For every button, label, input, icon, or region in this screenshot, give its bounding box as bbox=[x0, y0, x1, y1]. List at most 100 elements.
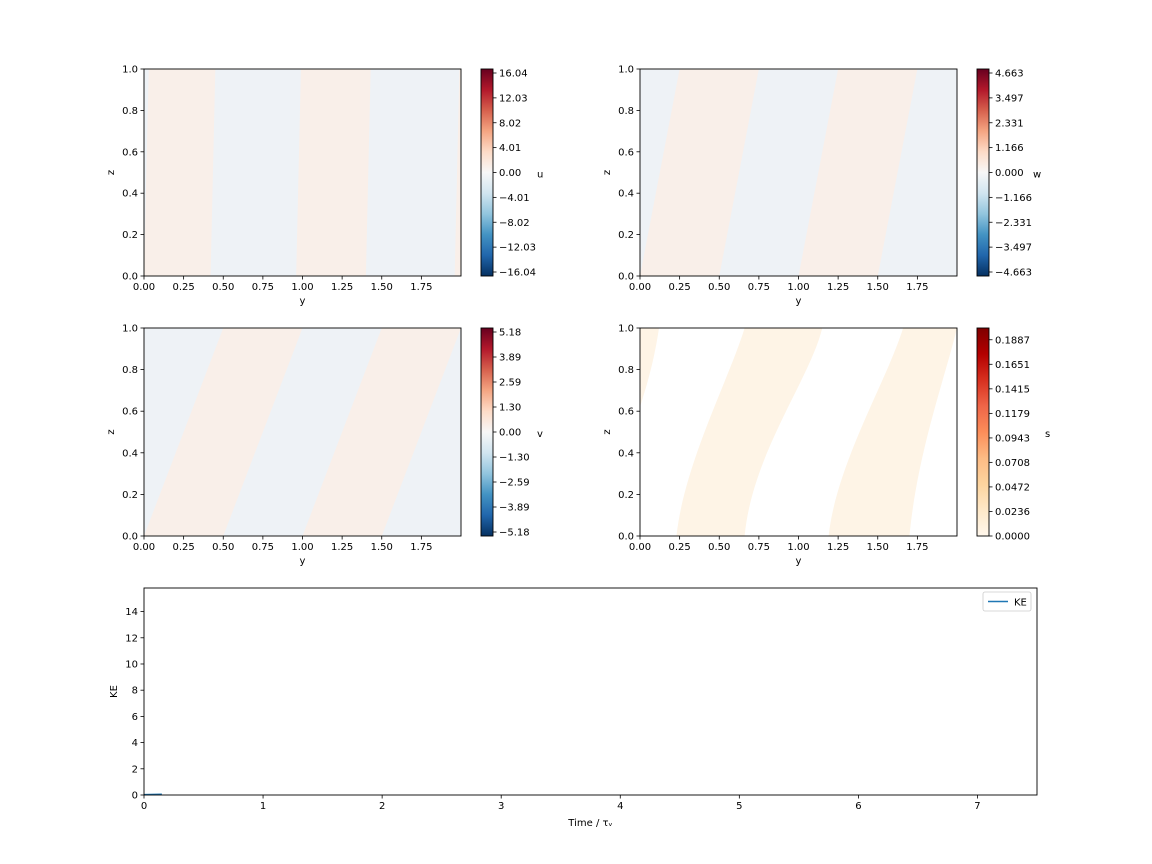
y-tick-label: 2 bbox=[132, 764, 138, 775]
u-positive-band bbox=[144, 69, 216, 276]
x-tick-label: 0.00 bbox=[133, 282, 155, 293]
u-positive-band bbox=[454, 69, 461, 276]
x-tick-label: 1.25 bbox=[331, 282, 353, 293]
x-tick-label: 4 bbox=[617, 801, 623, 812]
v-positive-band bbox=[0, 328, 144, 536]
y-tick-label: 0.4 bbox=[122, 189, 138, 200]
y-tick-label: 6 bbox=[132, 712, 138, 723]
x-tick-label: 0.75 bbox=[748, 542, 770, 553]
x-tick-label: 0.75 bbox=[252, 542, 274, 553]
s-corner-band bbox=[640, 328, 660, 408]
colorbar-tick-label: 0.1415 bbox=[995, 384, 1030, 395]
colorbar-label: v bbox=[537, 429, 543, 440]
colorbar-frame bbox=[976, 327, 990, 537]
s-band bbox=[676, 328, 823, 536]
y-axis-label: z bbox=[602, 170, 613, 175]
panel-w: 0.00 0.25 0.50 0.75 1.00 1.25 1.50 1.75 0.0 0.2 0.… bbox=[602, 65, 1041, 308]
x-tick-label: 0.50 bbox=[212, 542, 234, 553]
field-w bbox=[640, 69, 957, 276]
colorbar-tick-label: 3.497 bbox=[995, 93, 1024, 104]
y-tick-label: 1.0 bbox=[618, 65, 634, 76]
x-tick-label: 7 bbox=[974, 801, 980, 812]
colorbar-tick-label: 0.0236 bbox=[995, 507, 1030, 518]
v-positive-band bbox=[302, 328, 461, 536]
x-tick-label: 0.75 bbox=[748, 282, 770, 293]
colorbar-tick-label: −8.02 bbox=[499, 218, 530, 229]
colorbar-gradient bbox=[977, 328, 989, 536]
y-tick-label: 4 bbox=[132, 738, 138, 749]
x-axis-label: Time / τᵥ bbox=[567, 818, 612, 829]
colorbar-gradient bbox=[481, 69, 493, 276]
colorbar-tick-label: −3.89 bbox=[499, 503, 530, 514]
colorbar-tick-label: 0.0472 bbox=[995, 482, 1030, 493]
y-tick-label: 0.0 bbox=[122, 272, 138, 283]
colorbar-tick-label: 0.1179 bbox=[995, 409, 1030, 420]
w-positive-band bbox=[798, 69, 918, 276]
colorbar-tick-label: −4.01 bbox=[499, 193, 530, 204]
colorbar-tick-label: −1.166 bbox=[995, 193, 1032, 204]
colorbar-label: s bbox=[1045, 429, 1050, 440]
y-tick-label: 8 bbox=[132, 686, 138, 697]
y-tick-label: 0 bbox=[132, 791, 138, 802]
x-tick-label: 5 bbox=[736, 801, 742, 812]
y-tick-label: 10 bbox=[125, 659, 138, 670]
x-tick-label: 1.25 bbox=[827, 282, 849, 293]
y-tick-label: 0.8 bbox=[122, 365, 138, 376]
legend: KE bbox=[982, 591, 1032, 612]
panel-v: 0.00 0.25 0.50 0.75 1.00 1.25 1.50 1.75 0.0 0.2 0.… bbox=[0, 324, 543, 568]
y-tick-label: 1.0 bbox=[618, 324, 634, 335]
y-tick-label: 0.8 bbox=[618, 106, 634, 117]
x-tick-label: 1.00 bbox=[291, 282, 313, 293]
colorbar-tick-label: 0.0708 bbox=[995, 458, 1030, 469]
colorbar-tick-label: −5.18 bbox=[499, 528, 530, 539]
x-tick-label: 1.75 bbox=[906, 542, 928, 553]
x-tick-label: 0.50 bbox=[708, 542, 730, 553]
x-tick-label: 1.50 bbox=[867, 282, 889, 293]
colorbar-tick-label: 0.1887 bbox=[995, 335, 1030, 346]
y-tick-label: 14 bbox=[125, 607, 138, 618]
x-tick-label: 1.50 bbox=[371, 542, 393, 553]
x-axis-label: y bbox=[796, 296, 802, 307]
y-tick-label: 0.0 bbox=[122, 532, 138, 543]
y-tick-label: 0.0 bbox=[618, 532, 634, 543]
x-tick-label: 0.00 bbox=[629, 282, 651, 293]
field-u bbox=[144, 69, 461, 276]
colorbar-tick-label: 2.331 bbox=[995, 118, 1024, 129]
x-tick-label: 3 bbox=[498, 801, 504, 812]
colorbar-tick-label: 8.02 bbox=[499, 118, 521, 129]
y-tick-label: 0.4 bbox=[618, 189, 634, 200]
colorbar-tick-label: 0.00 bbox=[499, 428, 521, 439]
x-tick-label: 1.00 bbox=[787, 542, 809, 553]
s-band bbox=[828, 328, 957, 536]
y-tick-label: 0.6 bbox=[122, 407, 138, 418]
colorbar-tick-label: 12.03 bbox=[499, 93, 528, 104]
y-axis-label: z bbox=[602, 429, 613, 434]
x-tick-label: 0.25 bbox=[668, 542, 690, 553]
x-tick-label: 0.50 bbox=[708, 282, 730, 293]
colorbar-tick-label: −4.663 bbox=[995, 268, 1032, 279]
colorbar-tick-label: −3.497 bbox=[995, 243, 1032, 254]
x-tick-label: 0 bbox=[141, 801, 147, 812]
colorbar-s: 0.1887 0.1651 0.1415 0.1179 0.0943 0.0708 0.04… bbox=[976, 327, 1050, 543]
y-tick-label: 0.2 bbox=[122, 490, 138, 501]
colorbar-u: 16.04 12.03 8.02 4.01 0.00 −4.01 −8.02 −12.03 −1… bbox=[480, 69, 543, 279]
x-tick-label: 1.50 bbox=[867, 542, 889, 553]
y-tick-label: 0.6 bbox=[618, 407, 634, 418]
y-tick-label: 0.2 bbox=[618, 230, 634, 241]
y-tick-label: 0.2 bbox=[122, 230, 138, 241]
colorbar-tick-label: 0.00 bbox=[499, 168, 521, 179]
colorbar-tick-label: 0.0000 bbox=[995, 532, 1030, 543]
y-tick-label: 0.6 bbox=[618, 147, 634, 158]
x-tick-label: 1.00 bbox=[787, 282, 809, 293]
x-tick-label: 0.25 bbox=[172, 542, 194, 553]
x-axis-label: y bbox=[300, 556, 306, 567]
colorbar-tick-label: 0.0943 bbox=[995, 433, 1030, 444]
colorbar-tick-label: −12.03 bbox=[499, 243, 536, 254]
colorbar-w: 4.663 3.497 2.331 1.166 0.000 −1.166 −2.331 −3.… bbox=[976, 69, 1041, 279]
y-tick-label: 0.8 bbox=[122, 106, 138, 117]
x-tick-label: 1 bbox=[260, 801, 266, 812]
colorbar-tick-label: −1.30 bbox=[499, 453, 530, 464]
panel-s: 0.00 0.25 0.50 0.75 1.00 1.25 1.50 1.75 0.0 0.2 0.… bbox=[602, 324, 1050, 568]
